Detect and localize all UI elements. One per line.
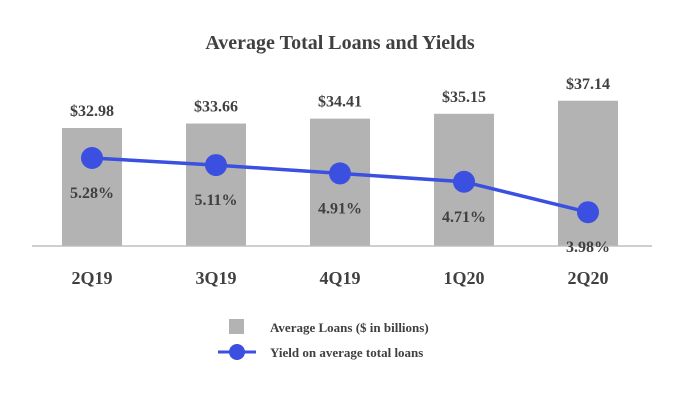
yield-value-label: 5.11% — [194, 192, 237, 209]
yield-value-label: 5.28% — [70, 185, 114, 202]
chart-title: Average Total Loans and Yields — [205, 32, 475, 54]
labels-layer: $32.98 $33.66 $34.41 $35.15 $37.14 5.28% 5.11%… — [70, 76, 610, 256]
yield-value-label: 4.91% — [318, 200, 362, 217]
yield-marker — [205, 154, 227, 177]
legend-swatch-loans — [229, 319, 244, 334]
yield-value-label: 3.98% — [566, 239, 610, 256]
legend-label-yield: Yield on average total loans — [270, 345, 423, 360]
legend-item-yield: Yield on average total loans — [218, 344, 423, 360]
bar-value-label: $33.66 — [194, 99, 238, 116]
line-layer — [81, 147, 599, 224]
bar-value-label: $34.41 — [318, 94, 362, 111]
bar-3q19 — [186, 123, 246, 246]
legend-label-loans: Average Loans ($ in billions) — [270, 320, 429, 335]
yield-marker — [81, 147, 103, 169]
bar-value-label: $32.98 — [70, 103, 114, 120]
x-tick-label: 3Q19 — [195, 268, 236, 288]
legend-marker-yield — [229, 344, 245, 360]
x-tick-labels: 2Q19 3Q19 4Q19 1Q20 2Q20 — [71, 268, 608, 288]
yield-marker — [453, 170, 475, 193]
bar-value-label: $37.14 — [566, 76, 610, 93]
yield-marker — [329, 162, 351, 185]
x-tick-label: 4Q19 — [319, 268, 360, 288]
bar-value-label: $35.15 — [442, 89, 486, 106]
x-tick-label: 2Q20 — [567, 268, 608, 288]
yield-marker — [577, 201, 599, 224]
x-tick-label: 2Q19 — [71, 268, 112, 288]
legend: Average Loans ($ in billions) Yield on a… — [218, 319, 429, 360]
bar-2q20 — [558, 100, 618, 246]
legend-item-loans: Average Loans ($ in billions) — [229, 319, 429, 335]
yield-value-label: 4.71% — [442, 209, 486, 226]
x-tick-label: 1Q20 — [443, 268, 484, 288]
